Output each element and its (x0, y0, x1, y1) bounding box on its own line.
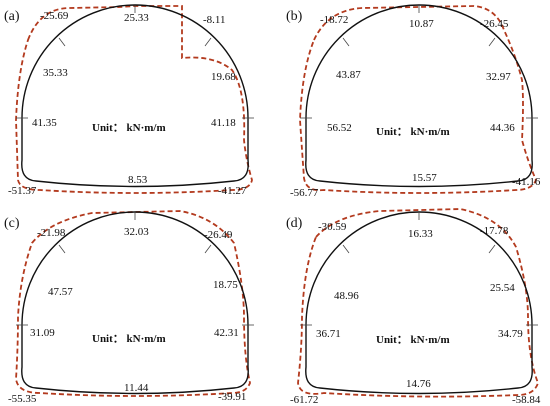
moment-label-crown: 25.33 (124, 12, 149, 24)
unit-label: Unit： kN·m/m (92, 122, 166, 134)
moment-label-mid-left: 36.71 (316, 328, 341, 340)
moment-label-upper-left: 47.57 (48, 286, 73, 298)
moment-label-crown-right: -26.45 (480, 18, 509, 30)
moment-distribution-curve (297, 208, 539, 398)
section-tick (58, 244, 66, 254)
section-tick (204, 37, 212, 47)
panel-label: (d) (286, 216, 303, 231)
moment-label-crown: 16.33 (408, 228, 433, 240)
panel-label: (a) (4, 9, 20, 24)
moment-label-mid-right: 42.31 (214, 327, 239, 339)
panel-label: (c) (4, 216, 20, 231)
moment-label-upper-left: 48.96 (334, 290, 359, 302)
moment-label-upper-right: 25.54 (490, 282, 515, 294)
tunnel-lining-outline (21, 4, 249, 188)
moment-label-upper-right: 32.97 (486, 71, 511, 83)
moment-label-crown-right: -8.11 (203, 14, 226, 26)
panel-b: (b) -18.72 10.87 -26.45 43.87 32.97 56.5… (286, 4, 541, 199)
moment-label-crown-left: -25.69 (40, 10, 69, 22)
moment-label-crown-right: -26.49 (204, 229, 233, 241)
tunnel-lining-outline (305, 4, 533, 188)
moment-label-corner-right: -41.27 (218, 185, 247, 197)
moment-label-mid-left: 56.52 (327, 122, 352, 134)
moment-label-corner-right: -41.16 (512, 176, 541, 188)
unit-label: Unit： kN·m/m (376, 334, 450, 346)
moment-label-mid-right: 44.36 (490, 122, 515, 134)
moment-label-corner-right: -39.91 (218, 391, 246, 403)
moment-label-corner-left: -55.35 (8, 393, 37, 405)
panel-label: (b) (286, 9, 303, 24)
moment-label-crown-right: -17.78 (480, 225, 509, 237)
moment-label-mid-left: 31.09 (30, 327, 55, 339)
moment-label-corner-left: -61.72 (290, 394, 318, 406)
moment-label-corner-left: -56.77 (290, 187, 319, 199)
unit-label: Unit： kN·m/m (376, 126, 450, 138)
moment-label-upper-right: 18.75 (213, 279, 238, 291)
moment-label-mid-right: 34.79 (498, 328, 523, 340)
moment-label-crown-left: -21.98 (37, 227, 66, 239)
section-tick (58, 37, 66, 47)
moment-label-corner-left: -51.37 (8, 185, 37, 197)
moment-label-invert: 14.76 (406, 378, 431, 390)
moment-label-invert: 15.57 (412, 172, 437, 184)
moment-label-upper-right: 19.68 (211, 71, 236, 83)
moment-label-mid-left: 41.35 (32, 117, 57, 129)
moment-label-invert: 11.44 (124, 382, 149, 394)
section-tick (342, 37, 350, 47)
moment-label-corner-right: -58.84 (512, 394, 541, 406)
moment-distribution-curve (15, 5, 253, 194)
panel-c: (c) -21.98 32.03 -26.49 47.57 18.75 31.0… (4, 210, 254, 405)
moment-label-upper-left: 43.87 (336, 69, 361, 81)
moment-distribution-curve (15, 210, 251, 397)
panel-a: (a) -25.69 25.33 -8.11 35.33 19.68 41.35… (4, 4, 254, 197)
moment-distribution-curve (299, 5, 537, 194)
moment-label-crown: 10.87 (409, 18, 434, 30)
moment-label-mid-right: 41.18 (211, 117, 236, 129)
panel-d: (d) -30.59 16.33 -17.78 48.96 25.54 36.7… (286, 208, 541, 406)
moment-label-crown: 32.03 (124, 226, 149, 238)
section-tick (488, 37, 496, 47)
moment-label-upper-left: 35.33 (43, 67, 68, 79)
moment-label-invert: 8.53 (128, 174, 148, 186)
moment-label-crown-left: -18.72 (320, 14, 348, 26)
moment-label-crown-left: -30.59 (318, 221, 347, 233)
section-tick (342, 244, 350, 254)
section-tick (488, 244, 496, 254)
unit-label: Unit： kN·m/m (92, 333, 166, 345)
section-tick (204, 244, 212, 254)
